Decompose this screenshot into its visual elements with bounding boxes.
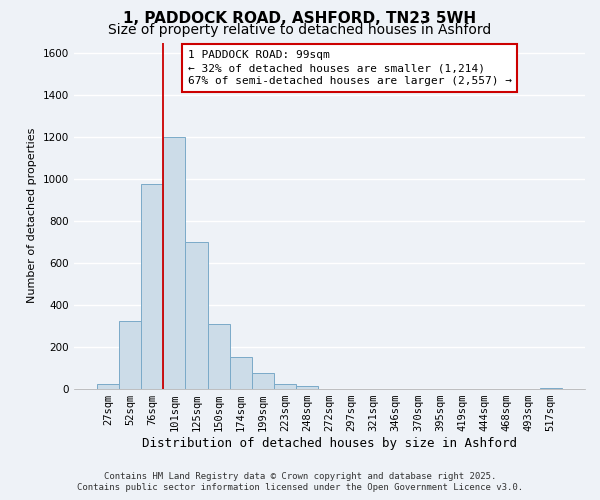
Text: Size of property relative to detached houses in Ashford: Size of property relative to detached ho… bbox=[109, 23, 491, 37]
Bar bbox=[208, 324, 230, 389]
Bar bbox=[119, 321, 141, 389]
Bar bbox=[141, 184, 163, 389]
Bar bbox=[252, 374, 274, 389]
Bar bbox=[296, 386, 318, 389]
Bar bbox=[97, 384, 119, 389]
Bar bbox=[274, 384, 296, 389]
Text: Contains HM Land Registry data © Crown copyright and database right 2025.
Contai: Contains HM Land Registry data © Crown c… bbox=[77, 472, 523, 492]
Bar bbox=[539, 388, 562, 389]
X-axis label: Distribution of detached houses by size in Ashford: Distribution of detached houses by size … bbox=[142, 437, 517, 450]
Bar bbox=[185, 242, 208, 389]
Text: 1, PADDOCK ROAD, ASHFORD, TN23 5WH: 1, PADDOCK ROAD, ASHFORD, TN23 5WH bbox=[124, 11, 476, 26]
Bar bbox=[230, 356, 252, 389]
Y-axis label: Number of detached properties: Number of detached properties bbox=[27, 128, 37, 304]
Text: 1 PADDOCK ROAD: 99sqm
← 32% of detached houses are smaller (1,214)
67% of semi-d: 1 PADDOCK ROAD: 99sqm ← 32% of detached … bbox=[188, 50, 512, 86]
Bar bbox=[163, 137, 185, 389]
